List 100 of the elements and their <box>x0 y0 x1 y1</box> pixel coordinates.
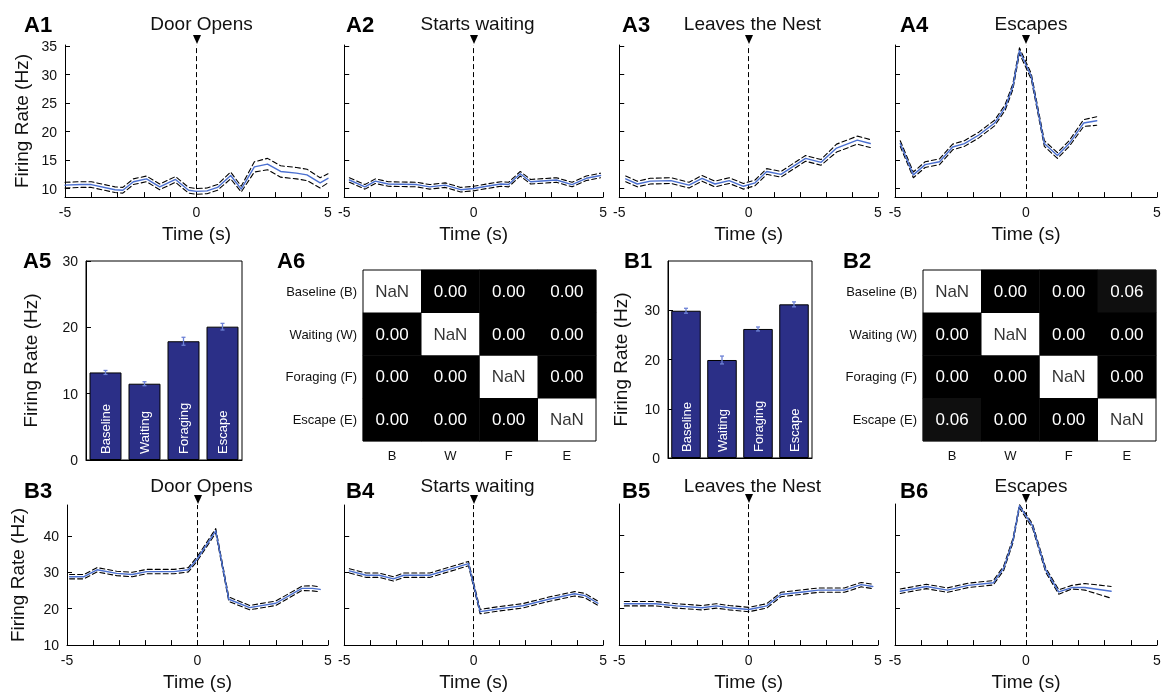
text: NaN <box>1109 410 1144 430</box>
data-label: 0.00 <box>550 324 584 344</box>
text: A3 <box>622 11 651 37</box>
y-tick-label: 25 <box>41 95 58 112</box>
y-tick-label: 20 <box>644 351 661 368</box>
x-tick-label: Escape <box>215 410 230 454</box>
data-label: 0.00 <box>433 367 467 387</box>
y-tick-label: 20 <box>41 123 58 140</box>
x-tick-label: 0 <box>744 204 753 221</box>
text: A5 <box>23 247 52 273</box>
x-axis-title: Time (s) <box>163 671 232 692</box>
text: B1 <box>624 247 653 273</box>
chart-title: Starts waiting <box>420 475 535 496</box>
x-tick-label: E <box>1122 448 1132 463</box>
data-label: 0.00 <box>1052 324 1086 344</box>
x-tick-label: 5 <box>599 652 608 669</box>
data-label: 0.00 <box>433 281 467 301</box>
x-tick-label: 5 <box>874 204 883 221</box>
x-axis-title: Time (s) <box>714 223 784 244</box>
text: B6 <box>900 477 929 503</box>
y-tick-label: 30 <box>43 564 60 581</box>
data-label: 0.00 <box>935 367 969 387</box>
data-label: 0.06 <box>935 410 969 430</box>
x-tick-label: 5 <box>1153 652 1162 669</box>
text: NaN <box>375 281 410 301</box>
data-label: 0.00 <box>1052 410 1086 430</box>
y-axis-title: Firing Rate (Hz) <box>20 293 41 428</box>
y-tick-label: 10 <box>41 180 58 197</box>
text: B5 <box>622 477 651 503</box>
data-label: 0.00 <box>1110 367 1144 387</box>
x-tick-label: -5 <box>338 204 351 221</box>
x-tick-label: 5 <box>599 204 608 221</box>
chart-title: Leaves the Nest <box>683 475 822 496</box>
x-tick-label: -5 <box>888 652 902 669</box>
x-tick-label: F <box>504 448 513 463</box>
data-label: 0.06 <box>1110 281 1144 301</box>
y-tick-label: 20 <box>43 600 60 617</box>
text: B3 <box>24 477 53 503</box>
x-tick-label: Foraging <box>176 402 191 454</box>
text: A2 <box>346 11 375 37</box>
x-tick-label: 0 <box>192 204 201 221</box>
y-tick-label: 15 <box>41 152 58 169</box>
x-axis-title: Time (s) <box>439 223 509 244</box>
data-label: 0.00 <box>550 281 584 301</box>
x-axis-title: Time (s) <box>162 223 231 244</box>
data-label: 0.00 <box>492 410 526 430</box>
data-label: 0.00 <box>993 367 1027 387</box>
text: B4 <box>346 477 375 503</box>
y-tick-label: 35 <box>41 38 58 55</box>
y-tick-label: Waiting (W) <box>289 326 357 342</box>
y-axis-title: Firing Rate (Hz) <box>610 292 631 427</box>
text: B2 <box>843 247 872 273</box>
x-tick-label: -5 <box>888 204 902 221</box>
x-tick-label: 0 <box>469 204 478 221</box>
data-label: 0.00 <box>375 324 409 344</box>
y-tick-label: Foraging (F) <box>285 369 357 385</box>
y-tick-label: Escape (E) <box>852 412 917 428</box>
x-tick-label: Baseline <box>678 402 694 452</box>
y-axis-title: Firing Rate (Hz) <box>10 54 32 189</box>
x-tick-label: Waiting <box>714 409 730 452</box>
data-label: 0.00 <box>935 324 969 344</box>
x-tick-label: -5 <box>613 204 626 221</box>
text: NaN <box>993 324 1028 344</box>
x-tick-label: 0 <box>469 652 478 669</box>
text: NaN <box>433 324 468 344</box>
x-tick-label: W <box>444 448 458 463</box>
text: NaN <box>491 367 526 387</box>
x-tick-label: -5 <box>613 652 626 669</box>
data-label: 0.00 <box>993 281 1027 301</box>
chart-title: Escapes <box>994 475 1068 496</box>
y-tick-label: 40 <box>43 527 60 544</box>
y-tick-label: 10 <box>644 400 661 417</box>
data-label: 0.00 <box>1052 281 1086 301</box>
data-label: 0.00 <box>1110 324 1144 344</box>
x-tick-label: E <box>562 448 572 463</box>
x-tick-label: 5 <box>874 652 883 669</box>
y-tick-label: Baseline (B) <box>286 283 357 299</box>
x-tick-label: 5 <box>1153 204 1162 221</box>
chart-title: Leaves the Nest <box>683 13 822 34</box>
data-label: 0.00 <box>492 324 526 344</box>
data-label: 0.00 <box>993 410 1027 430</box>
x-tick-label: F <box>1064 448 1073 463</box>
y-tick-label: 30 <box>41 66 58 83</box>
x-tick-label: -5 <box>338 652 351 669</box>
text: NaN <box>935 281 970 301</box>
data-label: 0.00 <box>433 410 467 430</box>
y-tick-label: 30 <box>644 302 661 319</box>
x-axis-title: Time (s) <box>991 223 1061 244</box>
x-tick-label: 5 <box>324 204 333 221</box>
x-tick-label: W <box>1004 448 1018 463</box>
x-tick-label: B <box>387 448 397 463</box>
x-tick-label: Escape <box>786 408 802 452</box>
text: A4 <box>900 11 929 37</box>
x-tick-label: 0 <box>744 652 753 669</box>
x-tick-label: Foraging <box>750 400 766 452</box>
x-tick-label: 0 <box>1022 652 1031 669</box>
data-label: 0.00 <box>550 367 584 387</box>
text: NaN <box>549 410 584 430</box>
y-tick-label: 20 <box>62 319 79 336</box>
data-label: 0.00 <box>375 367 409 387</box>
